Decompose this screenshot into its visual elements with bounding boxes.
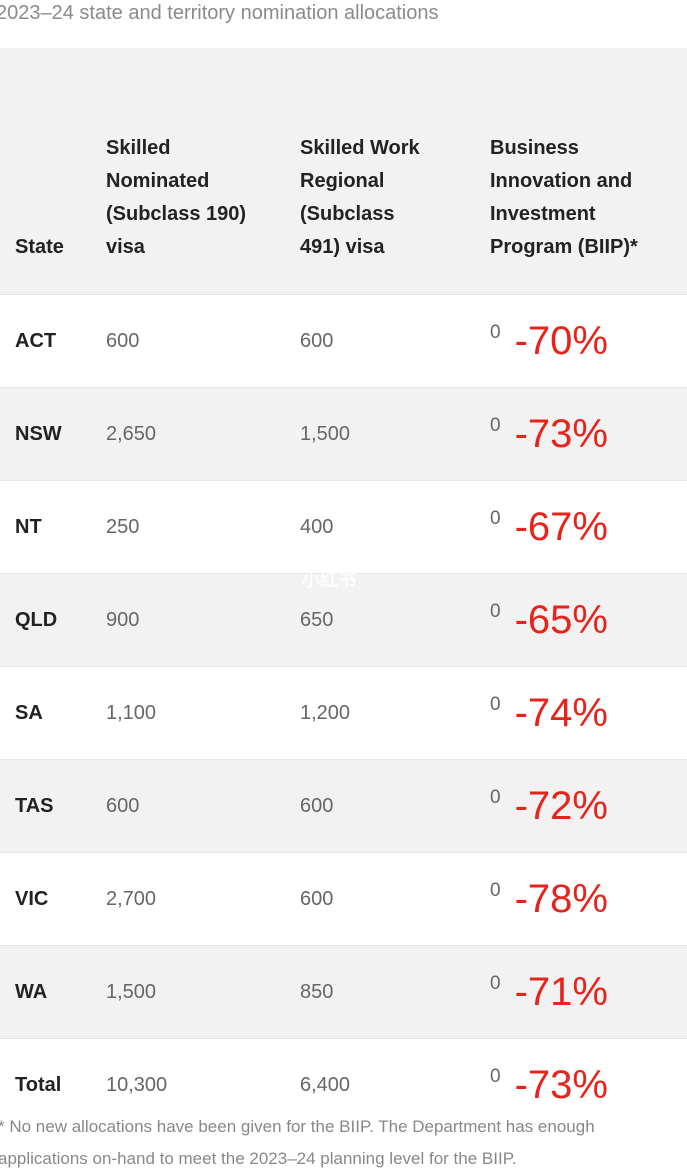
cell-subclass-491: 600 — [300, 294, 490, 388]
cell-state: Total — [0, 1038, 106, 1131]
cell-biip: 0 -67% — [490, 480, 687, 574]
change-annotation: -65% — [514, 597, 608, 642]
table-row: ACT 600 600 0 -70% — [0, 294, 687, 388]
table-row: NSW 2,650 1,500 0 -73% — [0, 387, 687, 481]
cell-biip: 0 -73% — [490, 1038, 687, 1131]
cell-subclass-491: 400 — [300, 480, 490, 574]
change-annotation: -71% — [514, 969, 608, 1014]
cell-subclass-491: 650 — [300, 573, 490, 667]
cell-subclass-491: 600 — [300, 759, 490, 853]
cell-state: NSW — [0, 387, 106, 481]
cell-subclass-190: 10,300 — [106, 1038, 300, 1131]
change-annotation: -72% — [514, 783, 608, 828]
biip-value: 0 — [490, 786, 501, 808]
cell-biip: 0 -71% — [490, 945, 687, 1039]
cell-state: NT — [0, 480, 106, 574]
cell-subclass-190: 2,700 — [106, 852, 300, 946]
footnote-line: * No new allocations have been given for… — [0, 1117, 595, 1136]
cell-subclass-190: 600 — [106, 294, 300, 388]
cell-subclass-190: 2,650 — [106, 387, 300, 481]
cell-state: TAS — [0, 759, 106, 853]
biip-value: 0 — [490, 972, 501, 994]
cell-subclass-491: 1,200 — [300, 666, 490, 760]
cell-biip: 0 -72% — [490, 759, 687, 853]
allocation-table: State Skilled Nominated (Subclass 190) vis… — [0, 48, 687, 1131]
cell-state: SA — [0, 666, 106, 760]
table-row: WA 1,500 850 0 -71% — [0, 945, 687, 1039]
table-row: NT 250 400 0 -67% — [0, 480, 687, 574]
cell-biip: 0 -70% — [490, 294, 687, 388]
cell-subclass-491: 1,500 — [300, 387, 490, 481]
cell-subclass-190: 900 — [106, 573, 300, 667]
cell-subclass-190: 1,100 — [106, 666, 300, 760]
change-annotation: -74% — [514, 690, 608, 735]
cell-biip: 0 -73% — [490, 387, 687, 481]
table-row: TAS 600 600 0 -72% — [0, 759, 687, 853]
change-annotation: -67% — [514, 504, 608, 549]
change-annotation: -73% — [514, 1062, 608, 1107]
cell-subclass-190: 600 — [106, 759, 300, 853]
biip-value: 0 — [490, 600, 501, 622]
biip-value: 0 — [490, 321, 501, 343]
header-subclass-491: Skilled Work Regional (Subclass 491) visa — [300, 48, 490, 295]
cell-state: WA — [0, 945, 106, 1039]
table-row: SA 1,100 1,200 0 -74% — [0, 666, 687, 760]
cell-subclass-491: 6,400 — [300, 1038, 490, 1131]
cell-subclass-190: 250 — [106, 480, 300, 574]
table-row: VIC 2,700 600 0 -78% — [0, 852, 687, 946]
cell-state: ACT — [0, 294, 106, 388]
cell-biip: 0 -78% — [490, 852, 687, 946]
table-body: ACT 600 600 0 -70% NSW 2,650 1,500 0 -73% NT 250 400… — [0, 294, 687, 1131]
cell-subclass-491: 600 — [300, 852, 490, 946]
table-header-row: State Skilled Nominated (Subclass 190) vis… — [0, 48, 687, 295]
cell-subclass-190: 1,500 — [106, 945, 300, 1039]
biip-value: 0 — [490, 879, 501, 901]
watermark-logo: 小红书 — [302, 570, 356, 590]
change-annotation: -73% — [514, 411, 608, 456]
header-subclass-190: Skilled Nominated (Subclass 190) visa — [106, 48, 300, 295]
cell-biip: 0 -65% — [490, 573, 687, 667]
biip-value: 0 — [490, 1065, 501, 1087]
footnote-line: applications on-hand to meet the 2023–24… — [0, 1149, 517, 1168]
allocation-table-container: State Skilled Nominated (Subclass 190) vis… — [0, 48, 687, 1131]
biip-value: 0 — [490, 693, 501, 715]
footnote: * No new allocations have been given for… — [0, 1111, 687, 1175]
cell-subclass-491: 850 — [300, 945, 490, 1039]
header-biip: Business Innovation and Investment Program… — [490, 48, 687, 295]
table-row: Total 10,300 6,400 0 -73% — [0, 1038, 687, 1131]
header-state: State — [0, 48, 106, 295]
biip-value: 0 — [490, 507, 501, 529]
change-annotation: -78% — [514, 876, 608, 921]
biip-value: 0 — [490, 414, 501, 436]
cell-biip: 0 -74% — [490, 666, 687, 760]
change-annotation: -70% — [514, 318, 608, 363]
table-caption: 2023–24 state and territory nomination a… — [0, 2, 439, 24]
table-row: QLD 900 650 0 -65% — [0, 573, 687, 667]
cell-state: QLD — [0, 573, 106, 667]
cell-state: VIC — [0, 852, 106, 946]
